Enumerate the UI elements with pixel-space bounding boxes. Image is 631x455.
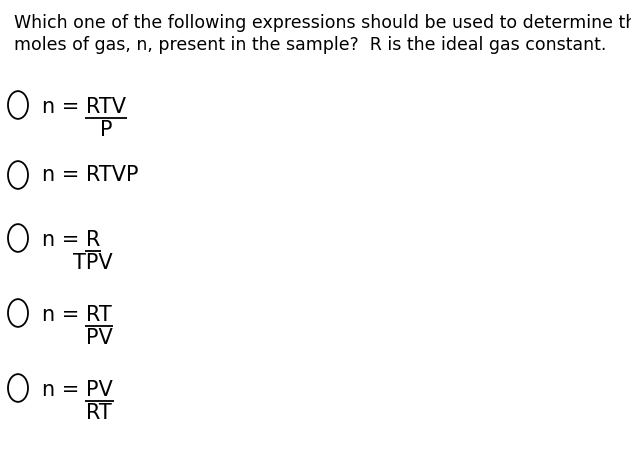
Text: n =: n = bbox=[42, 97, 86, 117]
Text: Which one of the following expressions should be used to determine the number of: Which one of the following expressions s… bbox=[14, 14, 631, 32]
Text: PV: PV bbox=[85, 328, 112, 348]
Text: RT: RT bbox=[86, 403, 112, 423]
Text: PV: PV bbox=[86, 380, 113, 400]
Text: TPV: TPV bbox=[73, 253, 113, 273]
Text: R: R bbox=[86, 230, 100, 250]
Text: RTV: RTV bbox=[86, 97, 126, 117]
Text: n =: n = bbox=[42, 380, 86, 400]
Text: n = RTVP: n = RTVP bbox=[42, 165, 138, 185]
Text: n =: n = bbox=[42, 230, 86, 250]
Text: RT: RT bbox=[86, 305, 112, 325]
Text: moles of gas, n, present in the sample?  R is the ideal gas constant.: moles of gas, n, present in the sample? … bbox=[14, 36, 606, 54]
Text: P: P bbox=[100, 120, 112, 140]
Text: n =: n = bbox=[42, 305, 86, 325]
